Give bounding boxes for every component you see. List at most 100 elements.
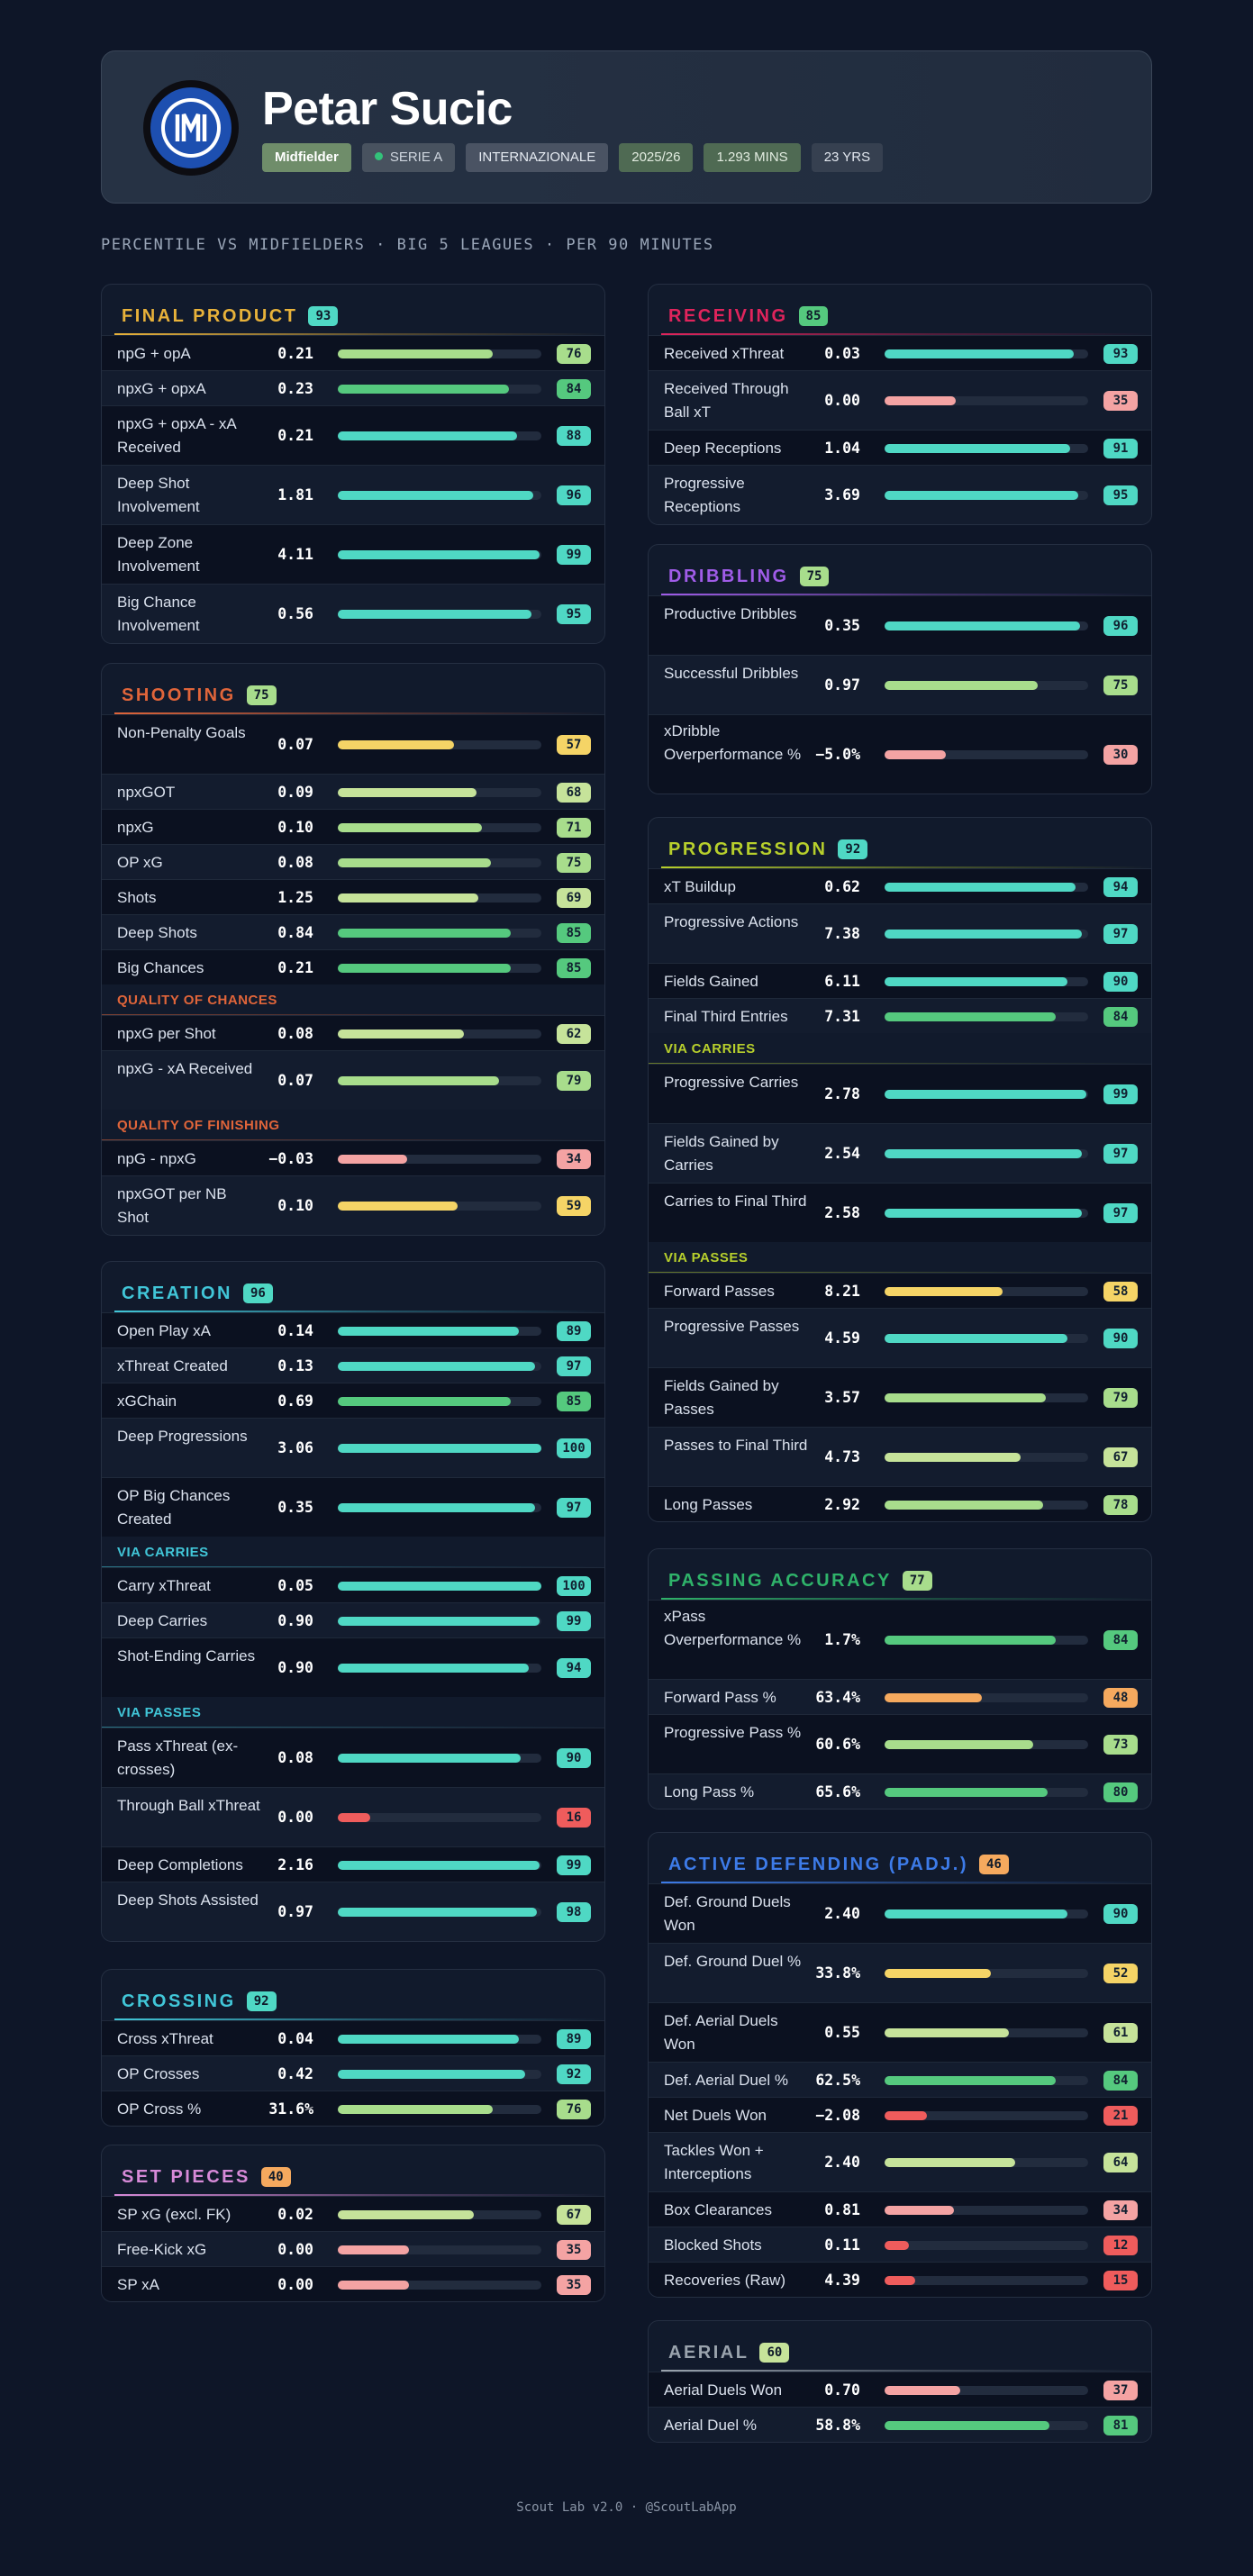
- stat-row-fields-gained: Fields Gained 6.11 90: [649, 963, 1151, 998]
- stat-value: 62.5%: [815, 2071, 860, 2089]
- percentile-bar-track: [338, 893, 541, 903]
- percentile-bar-fill: [885, 2158, 1015, 2167]
- stat-value: 58.8%: [815, 2416, 860, 2434]
- section-title: AERIAL 60: [668, 2343, 790, 2363]
- subsection-header: VIA CARRIES: [102, 1537, 604, 1567]
- percentile-bar-fill: [885, 1740, 1033, 1749]
- stat-value: −5.0%: [815, 746, 860, 763]
- percentile-bar-fill: [338, 822, 483, 832]
- stat-value: 1.25: [277, 888, 313, 906]
- stat-label: Long Passes: [664, 1495, 753, 1513]
- percentile-badge: 84: [1103, 1006, 1138, 1027]
- section-title: CROSSING 92: [122, 1991, 277, 2012]
- percentile-bar-fill: [338, 787, 477, 797]
- section-title-text: CROSSING: [122, 1991, 236, 2011]
- subsection-label: QUALITY OF CHANCES: [117, 993, 277, 1008]
- section-score-badge: 92: [246, 1991, 277, 2011]
- percentile-bar-track: [885, 1909, 1088, 1918]
- player-name: Petar Sucic: [262, 83, 513, 135]
- percentile-badge: 79: [557, 1071, 591, 1091]
- stat-row-op-cross: OP Cross % 31.6% 76: [102, 2091, 604, 2126]
- percentile-bar-fill: [885, 491, 1078, 500]
- percentile-badge: 59: [557, 1196, 591, 1216]
- league-label: SERIE A: [389, 150, 443, 165]
- section-header: DRIBBLING 75: [649, 545, 1151, 595]
- percentile-bar-fill: [338, 491, 533, 500]
- stat-label: OP xG: [117, 853, 163, 871]
- percentile-bar-track: [338, 1444, 541, 1453]
- stat-row-cross-xthreat: Cross xThreat 0.04 89: [102, 2020, 604, 2055]
- percentile-bar-fill: [885, 621, 1080, 630]
- percentile-badge: 62: [557, 1023, 591, 1044]
- stat-value: 0.90: [277, 1611, 313, 1629]
- stat-row-deep-carries: Deep Carries 0.90 99: [102, 1602, 604, 1637]
- stat-label: Shots: [117, 888, 157, 906]
- section-card-active-defending-padj: ACTIVE DEFENDING (PADJ.) 46 Def. Ground Du…: [648, 1832, 1152, 2298]
- stat-row-xdribble-overperformance: xDribble Overperformance % −5.0% 30: [649, 714, 1151, 794]
- stat-label: Cross xThreat: [117, 2029, 213, 2047]
- percentile-bar-fill: [885, 1393, 1046, 1402]
- percentile-bar-fill: [338, 1664, 530, 1673]
- stat-row-progressive-carries: Progressive Carries 2.78 99: [649, 1064, 1151, 1123]
- section-header: ACTIVE DEFENDING (PADJ.) 46: [649, 1833, 1151, 1883]
- percentile-badge: 71: [557, 817, 591, 838]
- stat-row-deep-receptions: Deep Receptions 1.04 91: [649, 430, 1151, 465]
- percentile-badge: 94: [557, 1658, 591, 1678]
- subsection-label: QUALITY OF FINISHING: [117, 1118, 280, 1133]
- stat-label: Deep Zone Involvement: [117, 534, 200, 575]
- section-header: PROGRESSION 92: [649, 818, 1151, 868]
- percentile-bar-fill: [885, 1149, 1083, 1158]
- percentile-bar-track: [338, 857, 541, 867]
- section-title-text: FINAL PRODUCT: [122, 306, 298, 326]
- percentile-badge: 97: [557, 1356, 591, 1376]
- stat-label: xGChain: [117, 1392, 177, 1410]
- percentile-badge: 48: [1103, 1687, 1138, 1708]
- stat-row-blocked-shots: Blocked Shots 0.11 12: [649, 2227, 1151, 2262]
- stat-row-npxg-per-shot: npxG per Shot 0.08 62: [102, 1015, 604, 1050]
- percentile-badge: 35: [1103, 391, 1138, 411]
- percentile-bar-fill: [885, 2275, 915, 2285]
- percentile-bar-track: [338, 2209, 541, 2219]
- stat-label: Def. Ground Duels Won: [664, 1893, 791, 1934]
- percentile-badge: 68: [557, 782, 591, 803]
- club-crest-icon: [143, 80, 239, 176]
- percentile-bar-track: [885, 2240, 1088, 2250]
- stat-label: Big Chance Involvement: [117, 594, 200, 634]
- stat-label: Deep Receptions: [664, 439, 782, 457]
- stat-value: 0.55: [824, 2024, 860, 2041]
- player-header-card: Petar Sucic Midfielder SERIE A INTERNAZI…: [101, 50, 1152, 204]
- percentile-bar-track: [885, 2110, 1088, 2120]
- percentile-bar-fill: [885, 2110, 928, 2120]
- percentile-badge: 85: [557, 957, 591, 978]
- stat-value: 0.14: [277, 1321, 313, 1339]
- stat-row-net-duels-won: Net Duels Won −2.08 21: [649, 2097, 1151, 2132]
- percentile-bar-fill: [885, 1090, 1086, 1099]
- percentile-badge: 84: [557, 378, 591, 399]
- stat-value: 2.58: [824, 1204, 860, 1221]
- percentile-bar-track: [338, 1361, 541, 1371]
- section-header: SHOOTING 75: [102, 664, 604, 714]
- league-dot-icon: [374, 152, 383, 160]
- section-title-text: SHOOTING: [122, 685, 236, 705]
- stat-row-xpass-overperformance: xPass Overperformance % 1.7% 84: [649, 1600, 1151, 1679]
- percentile-bar-track: [885, 1011, 1088, 1021]
- stat-row-def-aerial-duels-won: Def. Aerial Duels Won 0.55 61: [649, 2002, 1151, 2062]
- stat-value: 4.11: [277, 546, 313, 563]
- percentile-bar-fill: [338, 1908, 538, 1917]
- percentile-bar-fill: [885, 1334, 1068, 1343]
- stat-value: 1.7%: [824, 1631, 860, 1648]
- section-underline: [661, 866, 1151, 868]
- stat-label: npG - npxG: [117, 1149, 196, 1167]
- percentile-bar-fill: [338, 1813, 371, 1822]
- percentile-bar-fill: [885, 681, 1038, 690]
- stat-label: Forward Passes: [664, 1282, 775, 1300]
- stat-value: 31.6%: [268, 2100, 313, 2118]
- stat-row-carry-xthreat: Carry xThreat 0.05 100: [102, 1567, 604, 1602]
- stat-value: −0.03: [268, 1149, 313, 1167]
- percentile-badge: 80: [1103, 1782, 1138, 1802]
- section-underline: [114, 2194, 604, 2196]
- percentile-bar-fill: [338, 384, 509, 394]
- percentile-bar-track: [885, 1636, 1088, 1645]
- stat-row-shots: Shots 1.25 69: [102, 879, 604, 914]
- stat-value: 0.09: [277, 783, 313, 801]
